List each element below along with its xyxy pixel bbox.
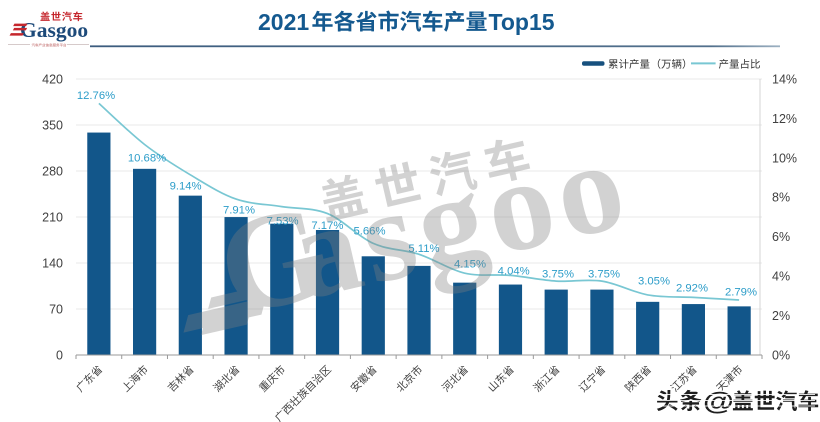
svg-text:210: 210	[42, 210, 63, 224]
svg-text:Top15: Top15	[489, 9, 555, 35]
svg-text:10.68%: 10.68%	[128, 153, 166, 165]
svg-text:420: 420	[42, 72, 63, 86]
svg-text:3.75%: 3.75%	[588, 269, 620, 281]
svg-text:12.76%: 12.76%	[77, 90, 115, 102]
svg-text:350: 350	[42, 118, 63, 132]
svg-text:Gasgoo: Gasgoo	[20, 18, 88, 42]
svg-text:6%: 6%	[772, 230, 790, 244]
svg-text:2%: 2%	[772, 309, 790, 323]
svg-text:5.66%: 5.66%	[353, 226, 385, 238]
svg-text:7.53%: 7.53%	[267, 216, 299, 228]
svg-text:@: @	[703, 388, 734, 416]
svg-text:280: 280	[42, 164, 63, 178]
svg-text:12%: 12%	[772, 112, 797, 126]
svg-text:7.91%: 7.91%	[223, 205, 255, 217]
svg-text:140: 140	[42, 256, 63, 270]
svg-text:2021: 2021	[258, 9, 309, 35]
svg-text:3.75%: 3.75%	[542, 269, 574, 281]
svg-text:0: 0	[56, 348, 63, 362]
svg-text:0%: 0%	[772, 348, 790, 362]
svg-text:9.14%: 9.14%	[170, 181, 202, 193]
svg-text:5.11%: 5.11%	[408, 243, 439, 255]
svg-text:4.04%: 4.04%	[498, 266, 530, 278]
svg-text:2.92%: 2.92%	[676, 283, 708, 295]
svg-text:4.15%: 4.15%	[454, 259, 486, 271]
svg-text:2.79%: 2.79%	[725, 286, 757, 298]
svg-text:4%: 4%	[772, 270, 790, 284]
svg-text:70: 70	[49, 302, 63, 316]
svg-text:8%: 8%	[772, 191, 790, 205]
svg-text:14%: 14%	[772, 72, 797, 86]
svg-text:10%: 10%	[772, 151, 797, 165]
svg-text:7.17%: 7.17%	[311, 220, 343, 232]
svg-text:3.05%: 3.05%	[638, 276, 670, 288]
